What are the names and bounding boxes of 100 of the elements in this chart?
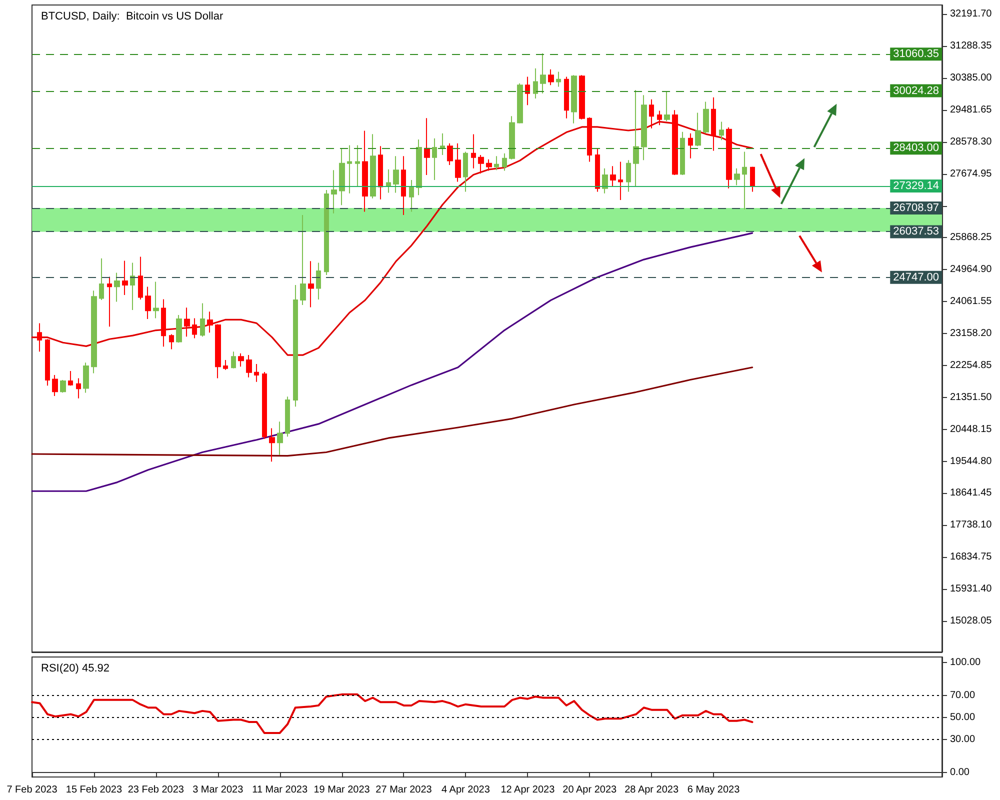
x-tick-label: 19 Mar 2023 (314, 784, 370, 796)
y-tick-label: 100.00 (950, 657, 982, 668)
x-tick-label: 15 Feb 2023 (66, 784, 122, 796)
y-tick-label: 32191.70 (950, 8, 992, 20)
candlestick (246, 354, 252, 378)
line-series (31, 366, 754, 457)
candlestick (641, 94, 647, 161)
candlestick (308, 260, 314, 308)
y-tick-label: 28578.30 (950, 136, 992, 148)
candlestick (657, 110, 662, 126)
candlestick (471, 134, 476, 169)
x-tick-label: 7 Feb 2023 (6, 784, 58, 796)
candlestick (386, 168, 391, 194)
candlestick (517, 82, 523, 124)
candlestick (293, 284, 298, 408)
text: RSI(20) 45.92 (41, 662, 110, 674)
y-tick-label: 19544.80 (950, 456, 992, 467)
candlestick (362, 130, 368, 212)
candlestick (703, 101, 709, 134)
ref-line-label: 24747.00 (893, 271, 939, 284)
candlestick (719, 121, 724, 141)
y-tick-label: 27674.95 (950, 168, 992, 180)
candlestick (455, 142, 461, 182)
y-tick-label: 24964.90 (950, 264, 992, 276)
y-tick-label: 24061.55 (950, 296, 992, 308)
candlestick (300, 214, 306, 306)
candlestick (231, 351, 236, 369)
y-tick-label: 18641.45 (950, 488, 992, 499)
ref-line-label: 30024.28 (893, 84, 939, 97)
y-tick-label: 15028.05 (950, 615, 992, 626)
candlestick (83, 362, 89, 394)
candlestick (424, 118, 430, 176)
candlestick (680, 131, 685, 176)
x-tick-label: 28 Apr 2023 (624, 784, 679, 796)
candlestick (60, 379, 66, 394)
candlestick (355, 144, 360, 188)
x-tick-label: 27 Mar 2023 (376, 784, 432, 796)
ref-line-label: 28403.00 (893, 142, 939, 154)
candlestick (339, 148, 345, 206)
y-tick-label: 25868.25 (950, 232, 992, 244)
candlestick (750, 166, 755, 192)
candlestick (68, 370, 73, 386)
candlestick (626, 160, 631, 192)
candlestick (556, 71, 561, 88)
candlestick (602, 168, 608, 194)
candlestick (316, 262, 321, 300)
x-tick-label: 12 Apr 2023 (500, 784, 556, 796)
candlestick (262, 371, 267, 440)
candlestick (548, 68, 554, 86)
y-tick-label: 22254.85 (950, 360, 992, 371)
candlestick (347, 144, 352, 194)
candlestick (416, 139, 422, 196)
x-tick-label: 11 Mar 2023 (252, 784, 308, 796)
candlestick (269, 428, 275, 462)
y-tick-label: 30.00 (950, 734, 976, 746)
candlestick (440, 132, 445, 156)
candlestick (76, 378, 81, 399)
candlestick (331, 170, 337, 214)
ref-line-label: 26708.97 (893, 202, 939, 214)
candlestick (633, 90, 639, 188)
candlestick (525, 76, 530, 106)
line-series (31, 232, 754, 492)
x-tick-label: 6 May 2023 (687, 784, 740, 796)
candlestick (564, 76, 569, 119)
y-tick-label: 20448.15 (950, 424, 992, 435)
candlestick (138, 256, 143, 300)
candlestick (254, 363, 259, 382)
y-tick-label: 15931.40 (950, 584, 992, 595)
candlestick (200, 302, 205, 338)
candlestick (99, 258, 104, 301)
y-tick-label: 0.00 (950, 767, 970, 778)
candlestick (37, 322, 42, 352)
candlestick (207, 311, 213, 334)
candlestick (169, 334, 174, 350)
candlestick (711, 96, 716, 152)
x-tick-label: 23 Feb 2023 (128, 784, 184, 796)
candlestick (533, 68, 538, 100)
candlestick (378, 146, 383, 200)
candlestick (107, 276, 112, 328)
y-tick-label: 21351.50 (950, 392, 992, 403)
x-tick-label: 20 Apr 2023 (562, 784, 618, 796)
candlestick (192, 318, 197, 339)
candlestick (238, 352, 244, 368)
candlestick (649, 98, 654, 129)
candlestick (494, 156, 499, 171)
y-tick-label: 50.00 (950, 712, 976, 724)
candlestick (324, 190, 329, 276)
y-tick-label: 17738.10 (950, 520, 992, 531)
candlestick (587, 116, 592, 162)
candlestick (742, 151, 747, 210)
candlestick (447, 142, 453, 166)
ref-line-label: 27329.14 (893, 180, 939, 192)
ref-line-label: 26037.53 (893, 226, 939, 238)
candlestick (52, 374, 58, 396)
candlestick (463, 151, 468, 192)
x-tick-label: 4 Apr 2023 (442, 784, 490, 796)
candlestick (215, 324, 221, 379)
candlestick (486, 158, 492, 172)
candlestick (401, 156, 406, 216)
candlestick (672, 110, 678, 176)
